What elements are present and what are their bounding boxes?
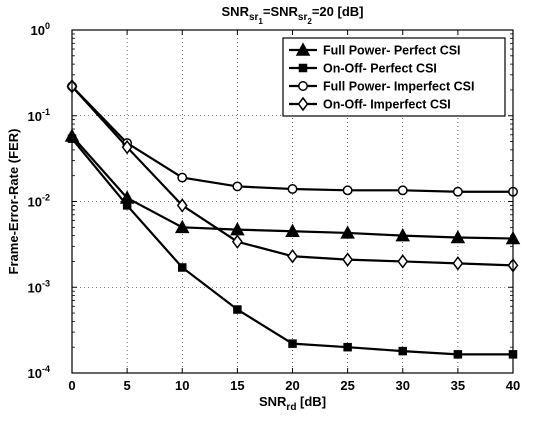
y-tick-label: 10-3 <box>28 278 50 295</box>
square-marker <box>398 346 407 356</box>
square-marker <box>233 305 242 314</box>
circle-marker <box>287 184 298 194</box>
x-tick-label: 5 <box>124 378 131 393</box>
diamond-marker <box>287 248 298 264</box>
diamond-marker <box>121 139 133 155</box>
diamond-marker <box>342 252 354 267</box>
square-marker <box>122 201 132 210</box>
x-tick-label: 35 <box>451 378 465 393</box>
triangle-marker <box>174 219 190 234</box>
circle-marker <box>452 186 463 197</box>
x-axis-label: SNRrd [dB] <box>259 394 326 413</box>
legend-label: Full Power- Perfect CSI <box>323 44 461 58</box>
triangle-marker <box>340 225 355 239</box>
x-tick-label: 10 <box>175 378 189 393</box>
legend: Full Power- Perfect CSI On-Off- Perfect C… <box>282 37 506 117</box>
y-tick-label: 10-2 <box>28 193 50 210</box>
x-tick-label: 15 <box>230 378 244 393</box>
circle-marker <box>342 185 353 196</box>
square-marker <box>288 339 297 348</box>
legend-label: On-Off- Perfect CSI <box>323 62 437 76</box>
triangle-marker <box>395 228 411 242</box>
tick-marks <box>71 29 514 374</box>
circle-marker <box>177 172 188 183</box>
legend-circle-marker <box>298 81 308 91</box>
y-tick-label: 10-4 <box>28 364 50 381</box>
diamond-marker <box>231 234 243 249</box>
circle-marker <box>232 181 243 192</box>
square-marker <box>178 263 187 272</box>
chart-title: SNRsr1=SNRsr2=20 [dB] <box>222 4 364 26</box>
square-marker <box>343 342 352 352</box>
square-marker <box>453 350 463 359</box>
legend-square-marker <box>298 63 308 73</box>
triangle-marker <box>285 223 300 237</box>
y-tick-labels: 100 10-1 10-2 10-3 10-4 <box>28 21 50 381</box>
legend-box <box>282 37 506 117</box>
y-axis-label: Frame-Error-Rate (FER) <box>6 129 21 275</box>
diamond-marker <box>176 198 188 213</box>
y-tick-label: 100 <box>31 21 50 38</box>
legend-label: Full Power- Imperfect CSI <box>323 80 474 94</box>
legend-triangle-marker <box>295 42 311 56</box>
y-tick-label: 10-1 <box>28 107 50 124</box>
x-tick-label: 30 <box>396 378 410 393</box>
triangle-marker <box>450 229 466 244</box>
x-tick-label: 25 <box>340 378 354 393</box>
x-tick-label: 40 <box>506 378 520 393</box>
legend-diamond-marker <box>297 96 309 112</box>
diamond-marker <box>397 254 409 269</box>
diamond-marker <box>452 256 464 271</box>
legend-label: On-Off- Imperfect CSI <box>323 98 451 112</box>
x-tick-label: 0 <box>68 378 75 393</box>
x-tick-labels: 0 5 10 15 20 25 30 35 40 <box>68 378 520 393</box>
circle-marker <box>397 185 408 196</box>
x-tick-label: 20 <box>285 378 299 393</box>
